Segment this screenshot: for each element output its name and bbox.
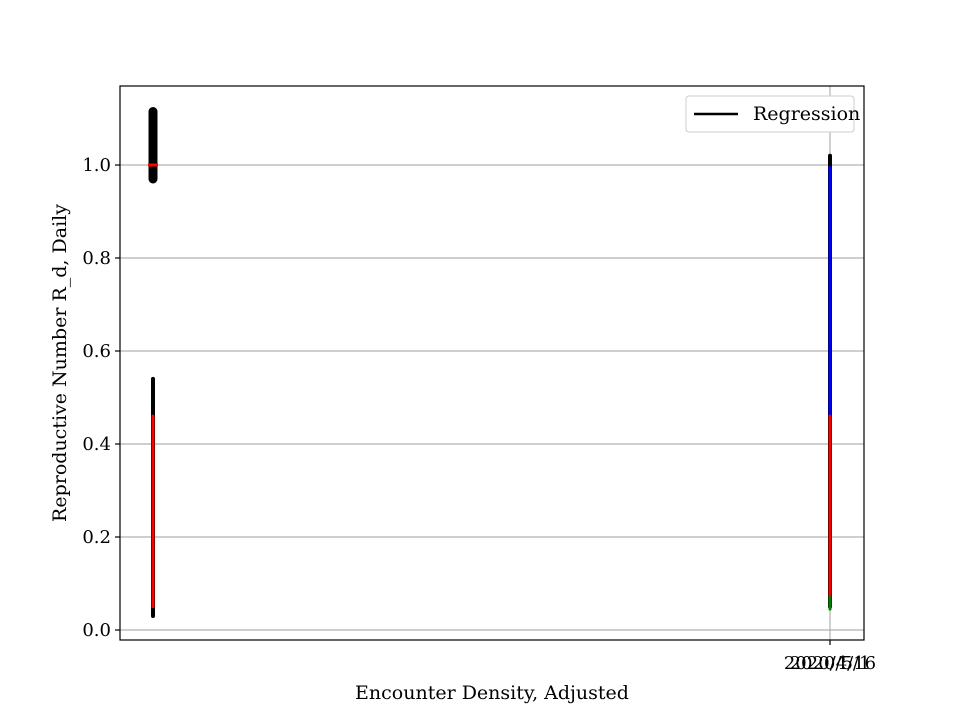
y-tick-label: 0.8 [82,248,111,269]
plot-frame [119,85,865,641]
x-tick-label: 2020/4/16 [784,653,876,674]
y-tick-label: 0.4 [82,434,111,455]
y-tick-label: 1.0 [82,155,111,176]
legend-label-regression: Regression [753,103,860,125]
y-tick-label: 0.6 [82,341,111,362]
x-tick-label: 2020/5/1 [790,653,871,674]
legend: Regression [685,95,860,133]
x-axis-label: Encounter Density, Adjusted [355,682,629,704]
y-axis-label: Reproductive Number R_d, Daily [49,204,71,522]
legend-box [685,95,855,133]
y-tick-label: 0.0 [82,620,111,641]
y-tick-label: 0.2 [82,527,111,548]
data-layer [148,107,832,619]
